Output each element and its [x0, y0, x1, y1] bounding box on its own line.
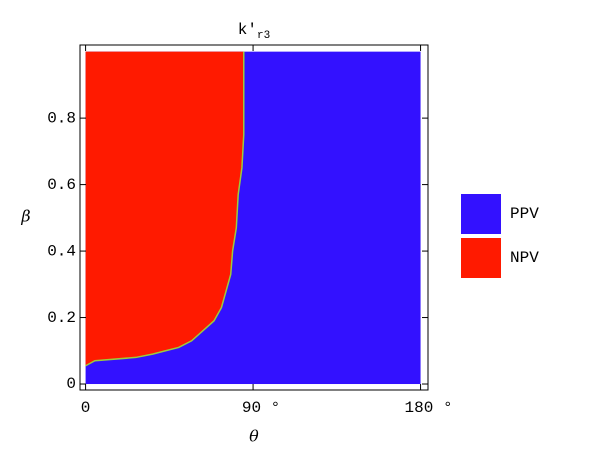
chart-title: k′r3 — [238, 21, 270, 42]
y-axis-label: β — [20, 207, 30, 226]
y-tick-label: 0.4 — [47, 242, 76, 260]
y-tick-label: 0 — [66, 375, 76, 393]
title-base: k′ — [238, 21, 257, 39]
plot-frame — [79, 44, 429, 391]
y-tick-label: 0.2 — [47, 309, 76, 327]
x-tick-label: 0 — [81, 399, 91, 417]
title-sub: r3 — [257, 30, 270, 42]
y-tick-label: 0.6 — [47, 176, 76, 194]
x-axis-label: θ — [249, 427, 259, 446]
y-tick-label: 0.8 — [47, 109, 76, 127]
legend-swatch — [461, 238, 501, 278]
x-tick-label: 90 ° — [242, 399, 280, 417]
legend-swatch — [461, 194, 501, 234]
x-tick-label: 180 ° — [405, 399, 453, 417]
boundary-line — [85, 51, 245, 367]
legend-label: NPV — [510, 249, 539, 267]
legend-label: PPV — [510, 205, 539, 223]
npv-region — [85, 51, 244, 366]
